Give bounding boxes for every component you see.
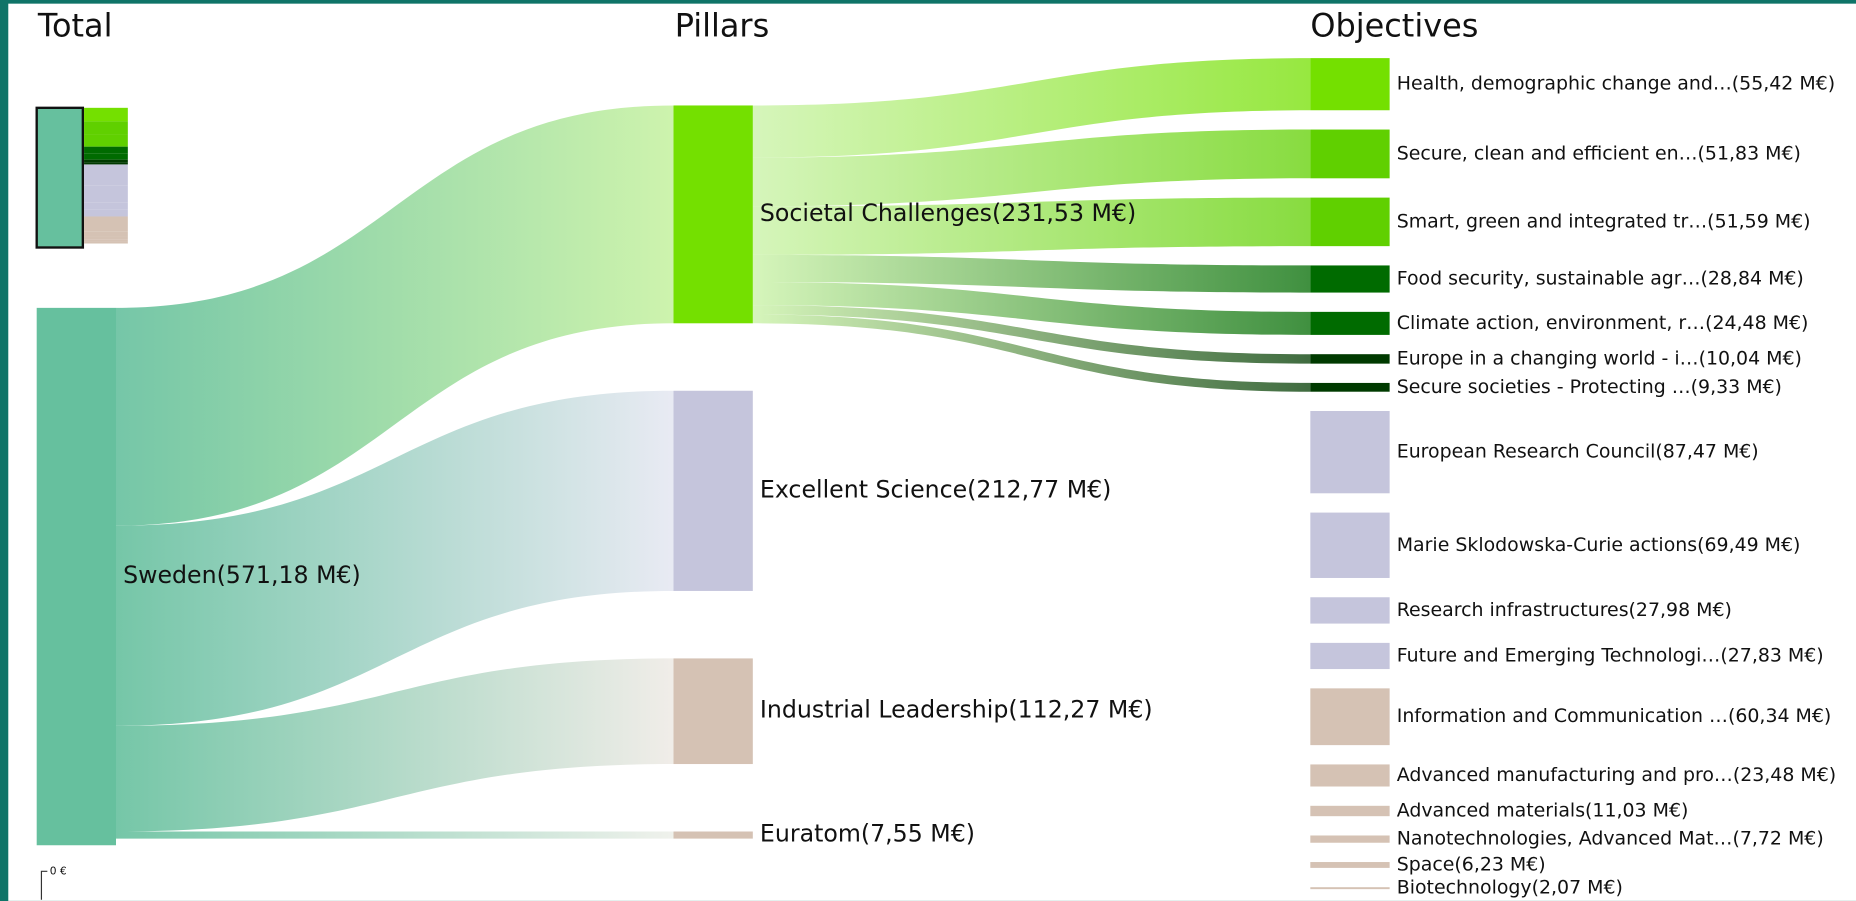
node-label: Biotechnology(2,07 M€)	[1397, 877, 1623, 899]
flow	[752, 305, 1311, 364]
node	[1310, 597, 1390, 624]
node-label: Industrial Leadership(112,27 M€)	[760, 696, 1153, 724]
node-label: Space(6,23 M€)	[1397, 853, 1546, 875]
flow	[752, 254, 1311, 293]
node	[1310, 805, 1390, 817]
flow	[752, 129, 1311, 207]
minimap-segment	[84, 164, 128, 186]
flow	[752, 58, 1311, 158]
minimap-segment	[84, 134, 128, 147]
node-label: Europe in a changing world - i…(10,04 M€…	[1397, 347, 1802, 369]
node	[1310, 265, 1390, 293]
axis-label: 0 €	[50, 864, 67, 877]
node-label: Climate action, environment, r…(24,48 M€…	[1397, 312, 1809, 334]
node	[1310, 197, 1390, 247]
node	[1310, 129, 1390, 179]
node-label: Nanotechnologies, Advanced Mat…(7,72 M€)	[1397, 828, 1824, 850]
node	[1310, 887, 1390, 890]
node	[1310, 512, 1390, 578]
node	[1310, 688, 1390, 746]
node	[1310, 642, 1390, 670]
minimap-total	[35, 106, 85, 249]
flow	[116, 831, 674, 839]
minimap-segment	[84, 231, 128, 237]
node-label: Marie Sklodowska-Curie actions(69,49 M€)	[1397, 534, 1801, 556]
minimap-segment	[84, 243, 128, 244]
minimap-segment	[84, 146, 128, 154]
minimap-segment	[84, 159, 128, 163]
flow	[116, 390, 674, 726]
node-label: Smart, green and integrated tr…(51,59 M€…	[1397, 210, 1811, 232]
node-label: European Research Council(87,47 M€)	[1397, 441, 1759, 463]
node-label: Information and Communication …(60,34 M€…	[1397, 705, 1832, 727]
minimap-segment	[84, 236, 128, 240]
node-label: Societal Challenges(231,53 M€)	[760, 199, 1136, 227]
node-label: Food security, sustainable agr…(28,84 M€…	[1397, 268, 1804, 290]
node	[1310, 58, 1390, 111]
node	[1310, 311, 1390, 335]
node	[36, 307, 116, 846]
node-label: Secure societies - Protecting …(9,33 M€)	[1397, 376, 1782, 398]
node-label: Sweden(571,18 M€)	[123, 561, 361, 589]
node	[673, 105, 753, 324]
flow	[116, 105, 674, 526]
node	[673, 658, 753, 765]
node	[1310, 382, 1390, 392]
minimap-segment	[84, 202, 128, 210]
node-label: Future and Emerging Technologi…(27,83 M€…	[1397, 644, 1824, 666]
node-label: Euratom(7,55 M€)	[760, 820, 975, 848]
node	[1310, 862, 1390, 868]
minimap-segment	[84, 107, 128, 122]
node	[673, 831, 753, 839]
flow	[116, 658, 674, 832]
node-label: Secure, clean and efficient en…(51,83 M€…	[1397, 142, 1801, 164]
node	[673, 390, 753, 591]
node-label: Health, demographic change and…(55,42 M€…	[1397, 73, 1835, 95]
minimap-segment	[84, 216, 128, 232]
minimap-segment	[84, 185, 128, 203]
minimap-segment	[84, 121, 128, 135]
column-header: Total	[37, 6, 113, 44]
node	[1310, 764, 1390, 787]
node-label: Excellent Science(212,77 M€)	[760, 475, 1111, 503]
flow	[752, 282, 1311, 335]
column-header: Objectives	[1310, 6, 1478, 44]
node	[1310, 354, 1390, 364]
column-header: Pillars	[675, 6, 770, 44]
axis-bracket	[40, 870, 48, 900]
flow	[752, 197, 1311, 255]
node	[1310, 835, 1390, 843]
minimap-segment	[84, 153, 128, 160]
node	[1310, 411, 1390, 494]
minimap-segment	[84, 162, 128, 165]
node-label: Advanced materials(11,03 M€)	[1397, 799, 1689, 821]
node-label: Research infrastructures(27,98 M€)	[1397, 599, 1732, 621]
node-label: Advanced manufacturing and pro…(23,48 M€…	[1397, 764, 1836, 786]
flow	[752, 314, 1311, 392]
minimap-segment	[84, 241, 128, 244]
minimap-segment	[84, 239, 128, 242]
minimap-segment	[84, 209, 128, 217]
